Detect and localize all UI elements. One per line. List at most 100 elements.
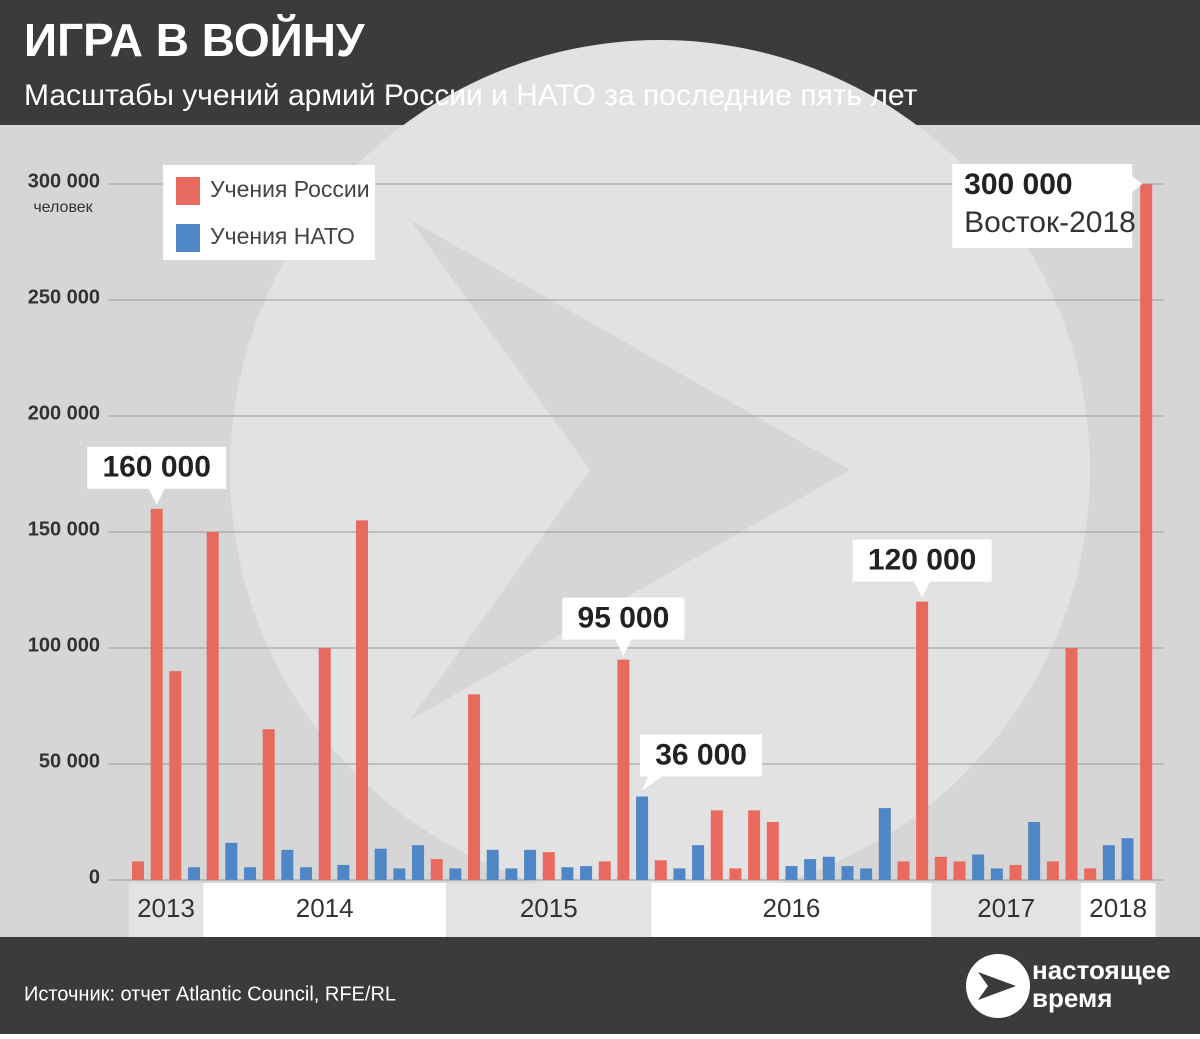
source: Источник: отчет Atlantic Council, RFE/RL — [24, 983, 396, 1005]
callout-box — [952, 164, 1133, 248]
bar — [169, 671, 182, 880]
bar — [374, 848, 387, 880]
bar — [150, 508, 163, 880]
data-label: 95 000 — [578, 602, 670, 635]
bar — [1102, 845, 1115, 880]
year-band — [128, 883, 204, 937]
bar — [860, 868, 873, 880]
callout-pointer — [148, 488, 165, 505]
data-label: 120 000 — [868, 544, 976, 577]
bar — [132, 861, 144, 880]
bar — [636, 796, 649, 880]
bar — [412, 845, 425, 880]
y-tick-label: 250 000 — [28, 286, 100, 308]
y-tick-label: 300 000 — [28, 170, 100, 192]
bar — [300, 867, 313, 880]
bar — [841, 866, 854, 880]
bar — [972, 854, 985, 880]
data-label: 36 000 — [655, 738, 747, 771]
bar — [822, 856, 835, 880]
data-label: 300 000 — [964, 168, 1072, 201]
bar — [916, 601, 929, 880]
x-group-label: 2014 — [296, 893, 354, 923]
callout-pointer — [914, 581, 931, 598]
callout-pointer — [1132, 176, 1143, 192]
legend-swatch — [176, 224, 200, 252]
bar — [225, 842, 238, 880]
annotation: Восток-2018 — [964, 206, 1136, 239]
x-group-label: 2013 — [137, 893, 195, 923]
bar — [729, 868, 742, 880]
bar — [934, 856, 947, 880]
y-tick-label: 50 000 — [39, 750, 100, 772]
x-group-label: 2015 — [520, 893, 578, 923]
bar — [990, 868, 1003, 880]
bar — [580, 866, 593, 880]
bar — [430, 859, 443, 880]
bar — [356, 520, 369, 880]
year-band — [446, 883, 652, 937]
logo-arrow — [978, 972, 1016, 1000]
bar — [468, 694, 481, 880]
bar — [1121, 838, 1134, 880]
chart-title: ИГРА В ВОЙНУ — [24, 14, 366, 66]
bar — [1009, 864, 1022, 880]
data-label: 160 000 — [102, 451, 210, 484]
logo-text: время — [1032, 983, 1112, 1013]
callout-pointer — [642, 776, 663, 791]
bar — [206, 532, 219, 880]
legend-swatch — [176, 177, 200, 205]
callout-box — [87, 446, 227, 489]
bar — [318, 648, 331, 880]
year-band — [931, 883, 1081, 937]
x-group-label: 2017 — [977, 893, 1035, 923]
y-tick-label: 200 000 — [28, 402, 100, 424]
bar — [710, 810, 723, 880]
watermark-arrow — [410, 220, 850, 720]
bar — [449, 868, 462, 880]
bar — [337, 864, 350, 880]
legend-label: Учения НАТО — [210, 223, 355, 249]
bar — [1046, 861, 1059, 880]
legend-label: Учения России — [210, 176, 370, 202]
bar — [486, 849, 499, 880]
bar — [953, 861, 966, 880]
callout-pointer — [615, 639, 632, 656]
bar — [244, 867, 257, 880]
bar — [1140, 184, 1153, 880]
bar — [654, 860, 667, 880]
year-band — [1080, 883, 1156, 937]
year-band — [203, 883, 447, 937]
x-group-label: 2016 — [763, 893, 821, 923]
bar — [188, 867, 201, 880]
bar — [617, 659, 630, 880]
logo-text: настоящее — [1032, 955, 1171, 985]
callout-box — [640, 734, 763, 777]
bar — [766, 822, 779, 880]
y-unit: человек — [33, 199, 93, 216]
bar — [1065, 648, 1078, 880]
bar — [897, 861, 910, 880]
chart-subtitle: Масштабы учений армий России и НАТО за п… — [24, 79, 918, 112]
bar — [673, 868, 686, 880]
bar — [281, 849, 294, 880]
bar — [542, 852, 555, 880]
y-tick-label: 0 — [89, 866, 100, 888]
bar — [393, 868, 406, 880]
bar — [785, 866, 798, 880]
bar — [878, 808, 891, 880]
bar — [1084, 868, 1097, 880]
y-tick-label: 100 000 — [28, 634, 100, 656]
bar — [804, 859, 817, 880]
bar — [262, 729, 275, 880]
bar — [505, 868, 518, 880]
bar — [598, 861, 611, 880]
bar — [524, 849, 537, 880]
callout-box — [852, 539, 992, 582]
bar — [692, 845, 705, 880]
y-tick-label: 150 000 — [28, 518, 100, 540]
x-group-label: 2018 — [1089, 893, 1147, 923]
year-band — [651, 883, 932, 937]
bar — [1028, 822, 1041, 880]
